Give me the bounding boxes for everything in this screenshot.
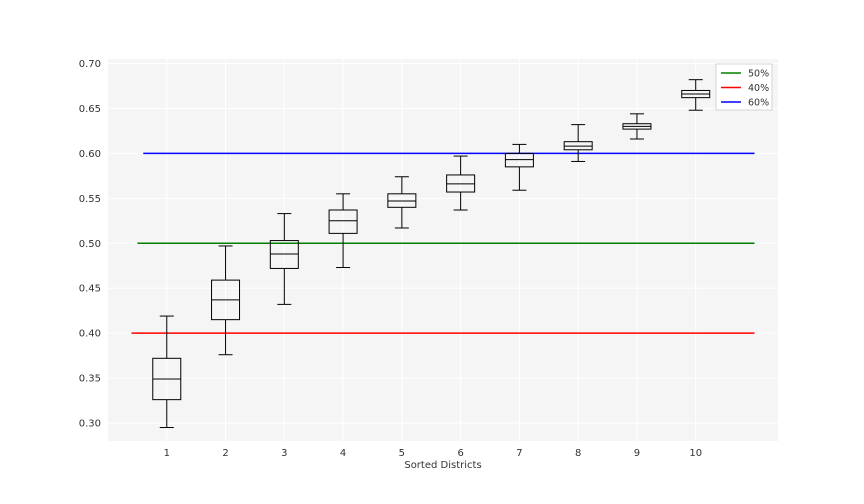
legend-label: 60% [748,98,769,109]
legend-label: 50% [748,69,769,80]
x-axis-label: Sorted Districts [404,460,481,471]
y-tick-label: 0.65 [79,104,101,115]
box-district-7 [504,143,534,191]
x-tick-label: 6 [457,448,463,459]
box-district-6 [446,155,476,211]
x-tick-label: 1 [164,448,170,459]
y-tick-label: 0.50 [79,239,101,250]
x-tick-label: 4 [340,448,346,459]
y-tick-label: 0.30 [79,419,101,430]
box-district-2 [211,245,241,356]
y-tick-label: 0.40 [79,329,101,340]
y-tick-label: 0.70 [79,59,101,70]
y-tick-label: 0.45 [79,284,101,295]
y-axis-ticks: 0.30 0.35 0.40 0.45 0.50 0.55 0.60 0.65 0.70 [79,59,101,430]
plot-area-background [108,59,778,441]
box-district-9 [622,113,652,140]
x-tick-label: 7 [516,448,522,459]
y-tick-label: 0.55 [79,194,101,205]
reference-lines [131,152,755,334]
x-tick-label: 5 [399,448,405,459]
box-district-8 [563,124,593,162]
box-district-10 [681,79,711,111]
box-district-4 [328,193,358,269]
x-axis-ticks: 1 2 3 4 5 6 7 8 9 10 [164,448,703,459]
x-tick-label: 9 [634,448,640,459]
x-tick-label: 3 [281,448,287,459]
legend: 50% 40% 60% [715,63,773,111]
y-tick-label: 0.60 [79,149,101,160]
box-district-3 [269,213,299,305]
legend-label: 40% [748,83,769,94]
x-tick-label: 10 [689,448,702,459]
box-district-1 [152,315,182,429]
y-tick-label: 0.35 [79,374,101,385]
box-district-5 [387,176,417,229]
x-tick-label: 8 [575,448,581,459]
x-tick-label: 2 [222,448,228,459]
box-iqr [328,209,358,234]
boxes [152,79,711,429]
